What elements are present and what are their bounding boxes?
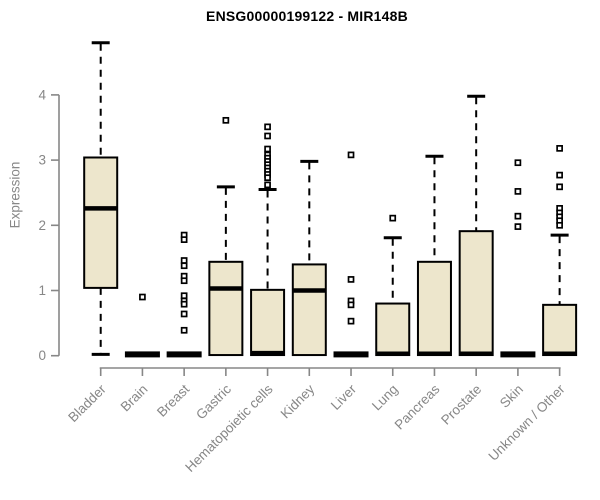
outlier-point <box>514 188 522 195</box>
outlier-point <box>347 151 355 159</box>
outlier-point <box>264 145 271 153</box>
boxplot-prostate <box>458 94 494 357</box>
outlier-point <box>556 221 563 229</box>
x-tick-label-prostate: Prostate <box>438 382 484 428</box>
outlier-point <box>180 262 188 270</box>
outlier-point <box>180 292 188 300</box>
outlier-point <box>389 214 397 222</box>
outlier-point <box>264 132 271 140</box>
y-axis: 0 1 2 3 4 <box>38 87 60 363</box>
outlier-point <box>556 145 563 152</box>
x-tick-label-gastric: Gastric <box>193 381 234 422</box>
x-tick-label-unknown-other: Unknown / Other <box>486 381 569 464</box>
flat-box-brain <box>124 351 160 358</box>
x-tick-label-liver: Liver <box>328 381 360 413</box>
x-tick-label-breast: Breast <box>154 381 192 419</box>
outlier-point <box>264 174 271 182</box>
outlier-point <box>180 326 188 334</box>
outlier-point <box>180 236 188 243</box>
x-tick-label-lung: Lung <box>369 382 401 414</box>
iqr-box <box>250 288 286 357</box>
iqr-box <box>291 263 327 357</box>
outlier-point <box>180 277 188 285</box>
boxplot-kidney <box>291 159 327 357</box>
x-tick-label-brain: Brain <box>118 382 151 415</box>
outlier-point <box>180 300 188 308</box>
boxplot-hematopoietic-cells <box>250 123 286 357</box>
boxplot-unknown-other <box>542 145 578 357</box>
boxplot-breast <box>166 231 202 358</box>
boxplot-gastric <box>208 116 244 357</box>
outlier-point <box>556 183 563 191</box>
outlier-point <box>180 257 188 264</box>
outlier-point <box>222 116 230 124</box>
boxplot-liver <box>333 151 369 358</box>
outlier-point <box>556 171 563 179</box>
iqr-box <box>542 303 578 357</box>
flat-box-breast <box>166 351 202 358</box>
outlier-point <box>264 181 271 189</box>
boxplot-skin <box>500 159 536 358</box>
y-tick-label-1: 1 <box>38 283 46 298</box>
flat-box-skin <box>500 351 536 358</box>
outlier-point <box>514 212 522 220</box>
outlier-point <box>347 301 355 309</box>
y-tick-label-4: 4 <box>38 87 46 102</box>
y-tick-label-0: 0 <box>38 348 46 363</box>
iqr-box <box>458 230 494 357</box>
boxplot-brain <box>124 293 160 358</box>
x-tick-label-bladder: Bladder <box>65 381 109 425</box>
iqr-box <box>83 156 119 289</box>
flat-box-liver <box>333 351 369 358</box>
outlier-point <box>264 123 271 131</box>
outlier-point <box>347 276 355 283</box>
iqr-box <box>416 260 452 357</box>
boxplot-bladder <box>83 41 119 356</box>
boxplot-pancreas <box>416 154 452 357</box>
x-tick-label-skin: Skin <box>497 382 526 411</box>
boxplot-lung <box>375 214 411 357</box>
outlier-point <box>514 159 522 167</box>
iqr-box <box>375 302 411 357</box>
x-tick-label-kidney: Kidney <box>278 381 318 421</box>
y-tick-label-3: 3 <box>38 153 46 168</box>
chart-title: ENSG00000199122 - MIR148B <box>206 8 408 24</box>
outlier-point <box>139 293 146 301</box>
y-tick-label-2: 2 <box>38 218 46 233</box>
outlier-point <box>514 223 522 230</box>
iqr-box <box>208 260 244 357</box>
outlier-point <box>347 317 355 325</box>
outlier-point <box>180 310 188 318</box>
x-tick-label-pancreas: Pancreas <box>392 381 443 432</box>
